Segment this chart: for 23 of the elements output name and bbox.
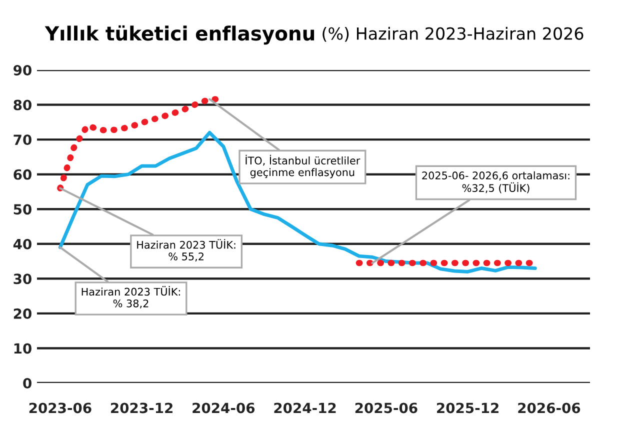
- x-tick-label: 2023-06: [29, 402, 92, 414]
- y-tick-label: 70: [14, 134, 32, 146]
- y-tick-label: 20: [14, 308, 32, 319]
- x-tick-label: 2025-06: [355, 402, 418, 414]
- y-tick-label: 40: [13, 238, 32, 250]
- y-tick-label: 50: [14, 204, 32, 215]
- y-tick-label: 80: [14, 100, 32, 110]
- x-tick-label: 2024-06: [192, 402, 255, 414]
- y-tick-label: 60: [14, 169, 32, 180]
- chart-title: Yıllık tüketici enflasyonu: [44, 25, 314, 45]
- chart-subtitle: (%) Haziran 2023-Haziran 2026: [322, 26, 584, 42]
- x-tick-label: 2026-06: [518, 402, 580, 414]
- x-tick-label: 2023-12: [111, 402, 172, 414]
- annotation: Haziran 2023 TÜİK: % 38,2: [82, 286, 180, 308]
- annotation: Haziran 2023 TÜİK: % 55,2: [137, 239, 236, 262]
- y-tick-label: 10: [14, 343, 32, 354]
- y-tick-label: 30: [14, 274, 32, 284]
- annotation: İTO, İstanbul ücretliler geçinme enflasyonu: [246, 154, 360, 178]
- x-tick-label: 2025-12: [437, 402, 498, 414]
- y-tick-label: 90: [14, 64, 32, 76]
- x-tick-label: 2024-12: [274, 402, 336, 414]
- y-tick-label: 0: [23, 378, 32, 388]
- annotation: 2025-06- 2026,6 ortalaması: %32,5 (TÜİK): [422, 171, 570, 194]
